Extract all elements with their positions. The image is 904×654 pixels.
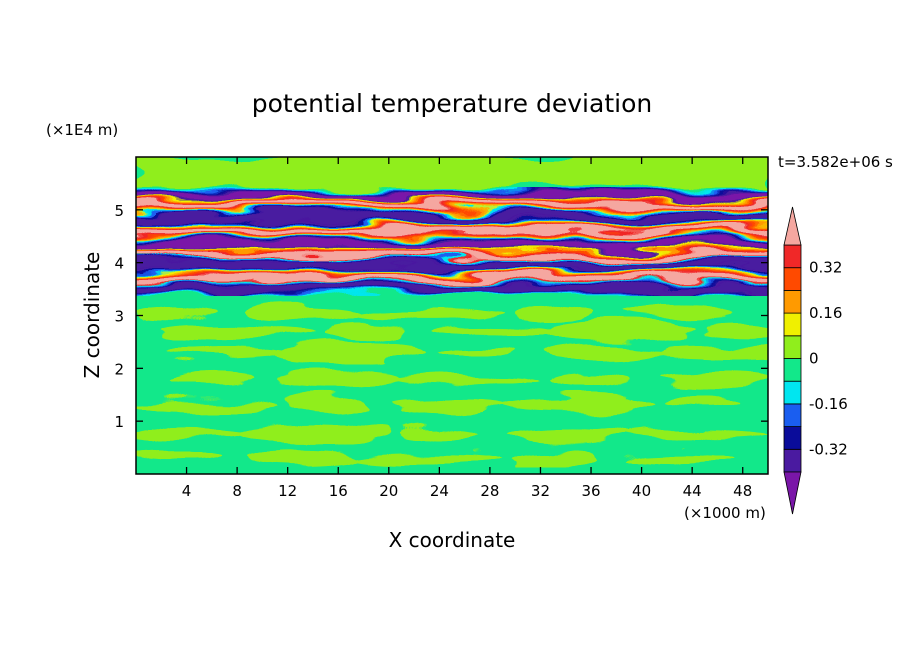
field-patch: [350, 452, 503, 465]
x-tick-label: 40: [632, 482, 651, 500]
field-patch: [616, 428, 768, 441]
contour-band: [136, 201, 768, 208]
colorbar-swatch: [783, 312, 802, 337]
field-patch: [502, 396, 655, 415]
colorbar: 0.32 0.16 0 -0.16 -0.32: [783, 206, 848, 515]
field-patch: [136, 428, 245, 441]
field-patch: [274, 343, 427, 362]
colorbar-tick-label: 0.16: [809, 304, 842, 322]
contour-band: [136, 191, 768, 197]
x-axis-label: X coordinate: [389, 528, 516, 552]
y-tick-label: 5: [114, 202, 124, 220]
x-tick-label: 28: [480, 482, 499, 500]
x-tick-label: 44: [683, 482, 702, 500]
plot-area: [136, 157, 768, 474]
contour-band: [136, 252, 768, 258]
field-patch: [350, 306, 503, 319]
field-patch: [654, 346, 768, 359]
field-patch: [507, 425, 624, 444]
field-patch: [136, 452, 214, 465]
contour-band: [136, 228, 768, 234]
field-patch: [171, 372, 252, 385]
chart-title: potential temperature deviation: [252, 89, 652, 118]
field-patch: [431, 325, 548, 338]
colorbar-swatch: [783, 358, 802, 382]
y-axis-label: Z coordinate: [80, 252, 104, 379]
x-tick-label: 36: [581, 482, 600, 500]
field-patch: [323, 322, 404, 341]
field-patch: [236, 425, 389, 444]
x-tick-label: 8: [232, 482, 242, 500]
y-tick-label: 1: [114, 413, 124, 431]
colorbar-swatch: [783, 380, 802, 405]
y-unit-label: (×1E4 m): [46, 121, 118, 139]
field-patch: [437, 346, 518, 359]
upper-field-region: [136, 157, 768, 187]
colorbar-swatch: [783, 335, 802, 359]
field-patch: [394, 399, 510, 412]
colorbar-min-arrow: [783, 471, 802, 515]
field-patch: [136, 306, 214, 319]
contour-band: [136, 241, 768, 247]
field-patch: [166, 346, 283, 359]
colorbar-tick-label: -0.16: [809, 395, 848, 413]
field-patch: [513, 449, 594, 468]
colorbar-swatch: [783, 403, 802, 427]
colorbar-max-arrow: [783, 206, 802, 246]
field-patch: [161, 325, 314, 338]
contour-band: [136, 275, 768, 282]
field-patch: [280, 369, 397, 388]
colorbar-swatch: [783, 426, 802, 450]
field-patch: [513, 303, 594, 322]
field-patch: [621, 306, 738, 319]
colorbar-tick-label: -0.32: [809, 440, 848, 458]
field-patch: [664, 399, 745, 412]
field-patch: [551, 369, 632, 388]
y-tick-label: 3: [114, 308, 124, 326]
y-tick-label: 2: [114, 360, 124, 378]
field-patch: [242, 449, 359, 468]
field-patch: [242, 303, 359, 322]
colorbar-swatch: [783, 448, 802, 473]
field-patch: [702, 325, 768, 338]
field-patch: [621, 452, 738, 465]
contour-band: [136, 215, 768, 221]
x-tick-label: 4: [182, 482, 192, 500]
colorbar-swatch: [783, 244, 802, 269]
field-patch: [285, 396, 366, 415]
field-patch: [545, 343, 662, 362]
colorbar-swatch: [783, 267, 802, 291]
time-label: t=3.582e+06 s: [778, 153, 893, 171]
contour-band: [136, 262, 768, 268]
x-tick-label: 12: [278, 482, 297, 500]
colorbar-tick-label: 0.32: [809, 259, 842, 277]
field-patch: [399, 428, 480, 441]
field-patch: [388, 372, 541, 385]
colorbar-swatch: [783, 289, 802, 314]
x-unit-label: (×1000 m): [684, 504, 766, 522]
contour-band: [136, 286, 768, 292]
x-tick-label: 16: [329, 482, 348, 500]
x-tick-label: 20: [379, 482, 398, 500]
y-tick-label: 4: [114, 255, 124, 273]
field-patch: [540, 322, 693, 341]
colorbar-tick-label: 0: [809, 350, 819, 368]
x-tick-label: 32: [531, 482, 550, 500]
field-patch: [136, 399, 276, 412]
field-patch: [659, 372, 768, 385]
x-tick-label: 48: [733, 482, 752, 500]
x-tick-label: 24: [430, 482, 449, 500]
